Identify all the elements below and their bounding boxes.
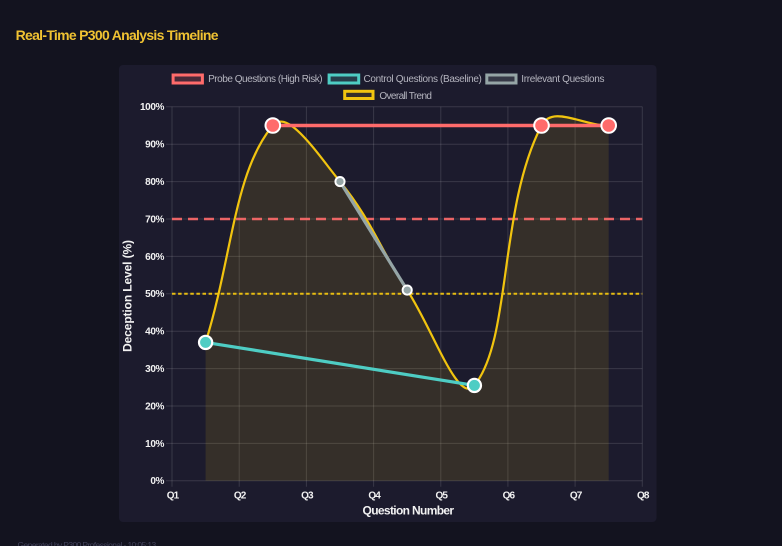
svg-text:Q7: Q7	[570, 490, 583, 501]
svg-text:50%: 50%	[145, 289, 164, 300]
svg-text:100%: 100%	[140, 102, 164, 113]
svg-text:Control Questions (Baseline): Control Questions (Baseline)	[364, 74, 482, 85]
svg-text:Q1: Q1	[167, 490, 180, 501]
svg-text:80%: 80%	[145, 177, 164, 188]
svg-text:Q8: Q8	[637, 490, 650, 501]
svg-text:40%: 40%	[145, 327, 164, 338]
svg-text:Overall Trend: Overall Trend	[379, 91, 431, 102]
svg-text:Probe Questions (High Risk): Probe Questions (High Risk)	[208, 74, 322, 85]
svg-text:Deception Level (%): Deception Level (%)	[121, 240, 135, 352]
svg-text:Q6: Q6	[503, 490, 516, 501]
svg-text:30%: 30%	[145, 364, 164, 375]
svg-text:Q5: Q5	[436, 490, 449, 501]
svg-text:Question Number: Question Number	[363, 504, 455, 518]
svg-text:0%: 0%	[150, 476, 164, 487]
svg-text:90%: 90%	[145, 140, 164, 151]
svg-text:20%: 20%	[145, 401, 164, 412]
svg-text:Q3: Q3	[301, 490, 314, 501]
svg-text:60%: 60%	[145, 252, 164, 263]
svg-text:Irrelevant Questions: Irrelevant Questions	[521, 74, 604, 85]
svg-text:70%: 70%	[145, 214, 164, 225]
svg-text:Q2: Q2	[234, 490, 247, 501]
svg-text:10%: 10%	[145, 439, 164, 450]
svg-text:Q4: Q4	[368, 490, 381, 501]
